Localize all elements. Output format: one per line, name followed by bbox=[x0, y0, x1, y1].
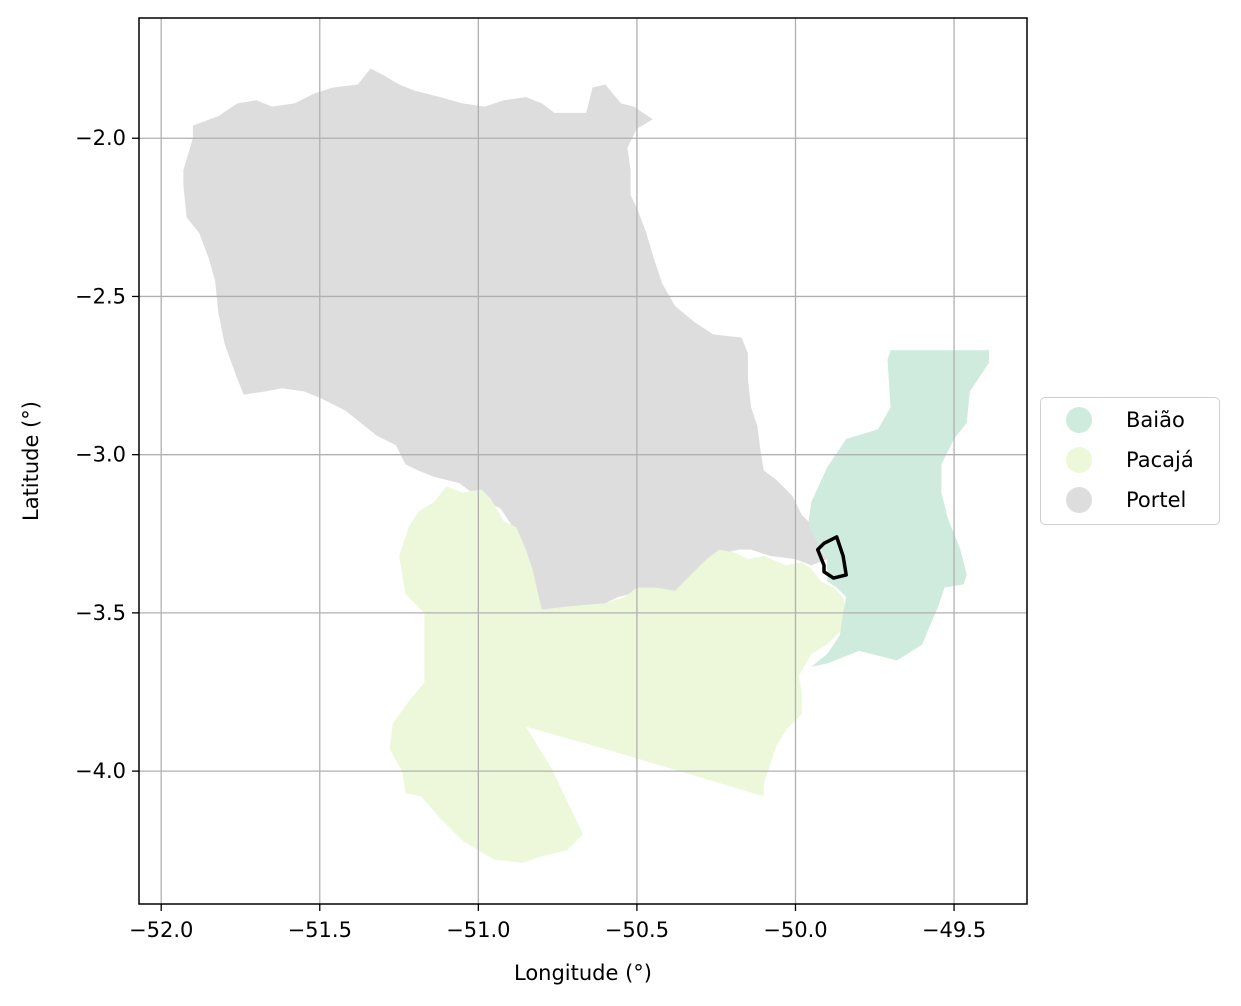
y-tick-label: −4.0 bbox=[75, 759, 126, 783]
highlighted-area-outline bbox=[815, 535, 848, 580]
legend-label: Pacajá bbox=[1126, 448, 1194, 472]
plot-frame bbox=[138, 17, 1028, 905]
y-tick-label: −3.5 bbox=[75, 601, 126, 625]
region-portel bbox=[183, 68, 828, 610]
y-tick-label: −2.5 bbox=[75, 284, 126, 308]
x-tick-label: −52.0 bbox=[129, 918, 193, 942]
x-axis-label: Longitude (°) bbox=[514, 961, 652, 985]
y-tick-label: −2.0 bbox=[75, 126, 126, 150]
legend-item-baiao: Baião bbox=[1041, 403, 1219, 437]
legend-item-pacaja: Pacajá bbox=[1041, 443, 1219, 477]
legend-item-portel: Portel bbox=[1041, 483, 1219, 517]
legend: Baião Pacajá Portel bbox=[1040, 397, 1220, 525]
y-tick-label: −3.0 bbox=[75, 443, 126, 467]
region-baiao bbox=[808, 350, 989, 667]
highlight-layer bbox=[815, 535, 848, 580]
regions-layer bbox=[183, 68, 989, 863]
legend-label: Baião bbox=[1126, 408, 1185, 432]
y-axis-label: Latitude (°) bbox=[19, 401, 43, 521]
x-tick-label: −51.0 bbox=[446, 918, 510, 942]
region-pacaja bbox=[389, 486, 847, 863]
legend-marker bbox=[1066, 447, 1092, 473]
x-tick-label: −51.5 bbox=[288, 918, 352, 942]
legend-label: Portel bbox=[1126, 488, 1187, 512]
x-tick-label: −50.0 bbox=[763, 918, 827, 942]
legend-marker bbox=[1066, 407, 1092, 433]
x-tick-label: −50.5 bbox=[605, 918, 669, 942]
x-axis: −52.0 −51.5 −51.0 −50.5 −50.0 −49.5 bbox=[129, 904, 986, 942]
grid-layer bbox=[139, 18, 1027, 904]
x-tick-label: −49.5 bbox=[922, 918, 986, 942]
y-axis: −2.0 −2.5 −3.0 −3.5 −4.0 bbox=[75, 126, 139, 783]
legend-marker bbox=[1066, 487, 1092, 513]
